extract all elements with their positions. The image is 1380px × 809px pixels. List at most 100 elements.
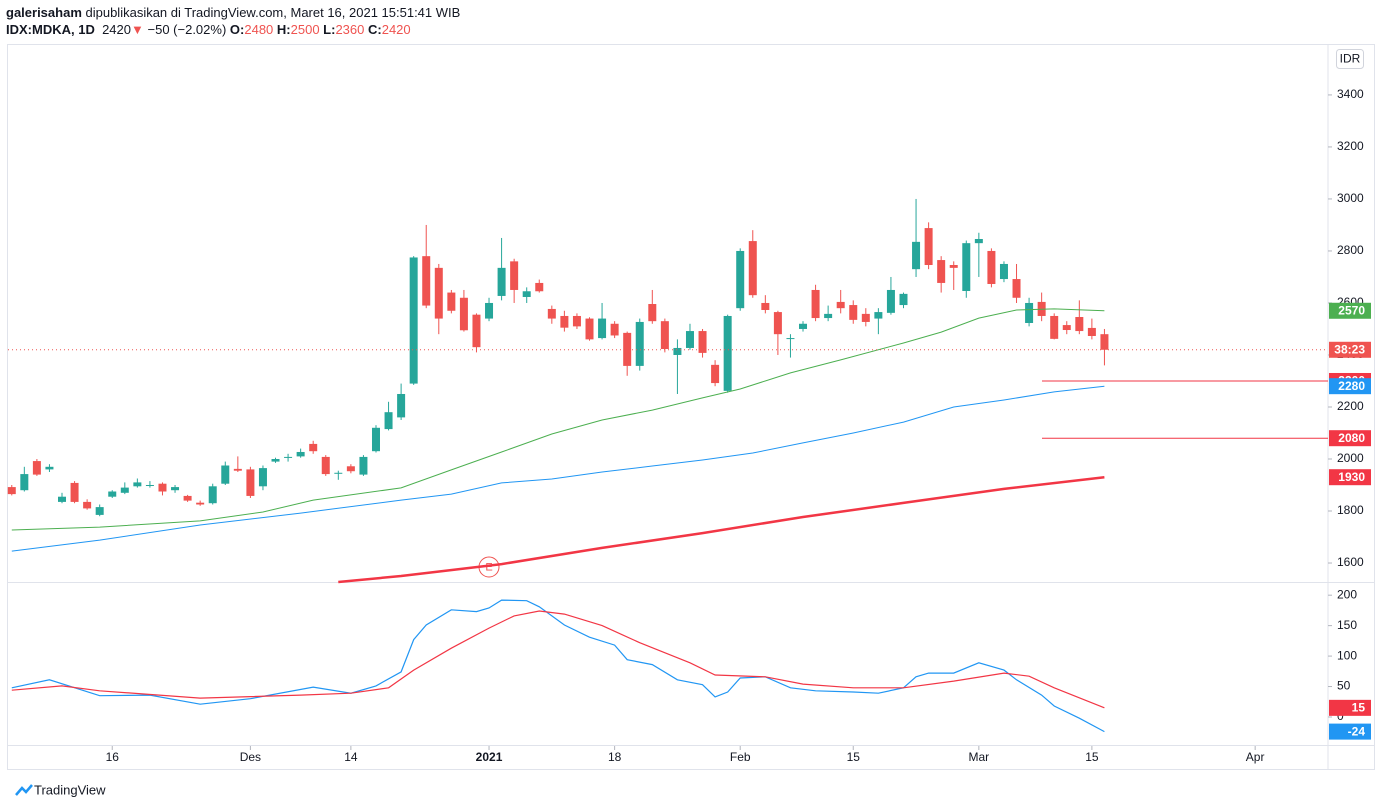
candle-body xyxy=(1087,327,1096,336)
candle-body xyxy=(271,458,280,462)
candle-body xyxy=(246,469,255,496)
candle-body xyxy=(811,289,820,319)
candle-body xyxy=(120,487,129,493)
x-tick-label: 18 xyxy=(608,750,622,764)
candle-body xyxy=(334,472,343,474)
candle-body xyxy=(610,323,619,336)
candle-body xyxy=(547,308,556,319)
candle-body xyxy=(874,312,883,319)
candle-body xyxy=(886,289,895,313)
value-label: 15 xyxy=(1352,701,1366,715)
candle-body xyxy=(233,468,242,471)
moving-average xyxy=(11,308,1105,531)
candle-body xyxy=(70,482,79,502)
candle-body xyxy=(912,241,921,270)
y-tick-label: 1600 xyxy=(1337,555,1364,569)
x-tick-label: Des xyxy=(240,750,261,764)
candle-body xyxy=(861,313,870,322)
value-label: -24 xyxy=(1348,724,1366,738)
y-tick-label: 150 xyxy=(1337,618,1357,632)
earnings-label[interactable]: E xyxy=(485,561,492,573)
currency-button[interactable] xyxy=(1336,49,1364,69)
x-tick-label: 16 xyxy=(106,750,120,764)
h-label: H: xyxy=(276,22,291,37)
candle-body xyxy=(171,487,180,491)
value-label-box xyxy=(1329,469,1371,486)
candle-body xyxy=(685,331,694,348)
frame xyxy=(7,44,1375,770)
oscillator-line xyxy=(11,610,1105,709)
arrow: ▼ xyxy=(131,22,144,37)
y-tick-label: 2200 xyxy=(1337,399,1364,413)
candle-body xyxy=(824,313,833,319)
moving-average xyxy=(11,385,1105,552)
currency[interactable]: IDR xyxy=(1340,52,1361,66)
x-tick-label: Feb xyxy=(730,750,751,764)
candle-body xyxy=(20,474,29,491)
candle-body xyxy=(321,456,330,475)
candle-body xyxy=(221,465,230,484)
candle-body xyxy=(133,482,142,487)
candle-body xyxy=(284,456,293,458)
candle-body xyxy=(32,461,41,475)
candle-body xyxy=(45,466,54,470)
candle-body xyxy=(698,331,707,353)
y-tick-label: 0 xyxy=(1337,709,1344,723)
candle-body xyxy=(95,507,104,515)
header: galerisaham dipublikasikan di TradingVie… xyxy=(6,4,460,38)
candle-body xyxy=(535,282,544,292)
candle-body xyxy=(974,238,983,244)
candle-body xyxy=(924,228,933,266)
y-tick-label: 200 xyxy=(1337,587,1357,601)
candle-body xyxy=(836,301,845,309)
value-label: 2570 xyxy=(1338,303,1365,317)
value-label-box xyxy=(1329,723,1371,740)
candle-body xyxy=(937,260,946,283)
candle-body xyxy=(635,321,644,366)
candle-body xyxy=(987,250,996,284)
candle-body xyxy=(623,332,632,366)
candle-body xyxy=(108,491,117,497)
o-value: 2480 xyxy=(244,22,274,37)
candle-body xyxy=(472,314,481,348)
x-tick-label: 2021 xyxy=(476,750,503,764)
candle-body xyxy=(560,315,569,328)
value-label-box xyxy=(1329,699,1371,716)
candle-body xyxy=(371,427,380,452)
candle-body xyxy=(196,502,205,505)
candle-body xyxy=(522,291,531,297)
candle-body xyxy=(849,305,858,320)
l-label: L: xyxy=(323,22,336,37)
candle-body xyxy=(346,466,355,472)
candle-body xyxy=(384,412,393,430)
candle-body xyxy=(723,315,732,391)
x-tick-label: 15 xyxy=(847,750,861,764)
y-tick-label: 2000 xyxy=(1337,451,1364,465)
x-tick-label: Apr xyxy=(1246,750,1265,764)
candle-body xyxy=(962,243,971,292)
candle-body xyxy=(999,263,1008,280)
candle-body xyxy=(748,241,757,296)
logo xyxy=(15,784,33,796)
candle-body xyxy=(648,304,657,322)
publish-line: galerisaham dipublikasikan di TradingVie… xyxy=(6,4,460,21)
candle-body xyxy=(359,456,368,475)
change: −50 (−2.02%) xyxy=(147,22,227,37)
moving-average xyxy=(338,475,1105,584)
candle-body xyxy=(183,495,192,501)
candle-body xyxy=(58,496,67,502)
symbol-line: IDX:MDKA, 1D 2420▼ −50 (−2.02%) O:2480 H… xyxy=(6,21,460,38)
candle-body xyxy=(1050,315,1059,339)
candle-body xyxy=(158,483,167,492)
candle-body xyxy=(1025,302,1034,323)
value-label: 2080 xyxy=(1338,431,1365,445)
value-label: 1930 xyxy=(1338,470,1365,484)
candle-body xyxy=(799,323,808,329)
value-label-box xyxy=(1329,341,1371,358)
published: dipublikasikan di TradingView.com, Maret… xyxy=(85,5,461,20)
candle-body xyxy=(145,485,154,487)
value-label-box xyxy=(1329,378,1371,395)
candle-body xyxy=(83,501,92,509)
